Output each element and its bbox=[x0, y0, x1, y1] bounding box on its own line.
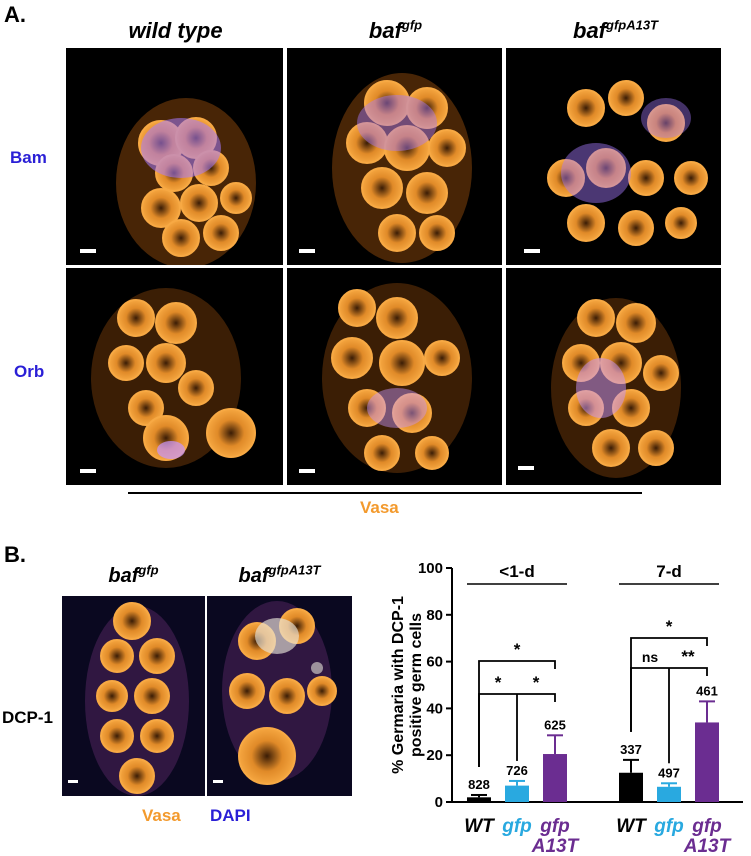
row-label-dcp1: DCP-1 bbox=[2, 708, 54, 727]
bar bbox=[695, 722, 719, 802]
bar bbox=[467, 797, 491, 802]
column-title-b-baf-gfpA13T: bafgfpA13T bbox=[238, 562, 321, 587]
micrograph-bam-wild-type bbox=[66, 48, 283, 265]
group-header-label: 7-d bbox=[656, 562, 682, 581]
y-tick-label: 20 bbox=[426, 747, 443, 764]
significance-label-outer: * bbox=[514, 640, 521, 659]
significance-label-left: * bbox=[495, 673, 502, 692]
x-tick-label: gfp bbox=[691, 816, 722, 837]
column-title-baf-gfpA13T: bafgfpA13T bbox=[573, 17, 658, 43]
x-tick-label: gfp bbox=[653, 816, 684, 837]
bar bbox=[505, 785, 529, 802]
x-tick-label: WT bbox=[616, 816, 647, 837]
bar-n-label: 337 bbox=[620, 742, 642, 757]
micrograph-bam-baf-gfp bbox=[287, 48, 502, 265]
row-label-bam: Bam bbox=[10, 148, 47, 167]
row-label-orb: Orb bbox=[14, 362, 45, 381]
micrograph-dcp1-baf-gfpA13T bbox=[207, 596, 352, 796]
micrograph-image bbox=[213, 601, 337, 785]
panel-a-letter: A. bbox=[4, 2, 26, 27]
y-tick-label: 100 bbox=[418, 560, 443, 577]
y-tick-label: 40 bbox=[426, 700, 443, 717]
y-axis-label-line1: % Germaria with DCP-1 bbox=[390, 596, 407, 774]
micrograph-dcp1-baf-gfp bbox=[62, 596, 205, 796]
y-axis-label-line2: positive germ cells bbox=[408, 613, 425, 757]
micrograph-image bbox=[518, 298, 681, 478]
y-tick-label: 0 bbox=[435, 794, 443, 811]
x-tick-label: WT bbox=[464, 816, 495, 837]
micrograph-image bbox=[299, 283, 472, 473]
column-title-b-baf-gfp: bafgfp bbox=[108, 562, 159, 587]
micrograph-image bbox=[80, 288, 256, 473]
significance-label-outer: * bbox=[666, 617, 673, 636]
significance-label-right: ** bbox=[681, 647, 695, 666]
micrograph-orb-baf-gfpA13T bbox=[506, 268, 721, 485]
bar-n-label: 625 bbox=[544, 717, 566, 732]
micrograph-orb-baf-gfp bbox=[287, 268, 502, 485]
micrograph-orb-wild-type bbox=[66, 268, 283, 485]
micrograph-image bbox=[524, 80, 708, 253]
column-title-wild-type: wild type bbox=[128, 18, 223, 43]
bar-n-label: 461 bbox=[696, 683, 718, 698]
vasa-span-line bbox=[128, 492, 642, 494]
legend-dapi: DAPI bbox=[210, 806, 251, 825]
bar-n-label: 828 bbox=[468, 777, 490, 792]
x-tick-label-line2: A13T bbox=[683, 836, 732, 852]
legend-vasa: Vasa bbox=[142, 806, 181, 825]
bar bbox=[543, 754, 567, 802]
x-tick-label-line2: A13T bbox=[531, 836, 580, 852]
significance-label-right: * bbox=[533, 673, 540, 692]
significance-label-left: ns bbox=[642, 649, 659, 665]
vasa-channel-label: Vasa bbox=[360, 498, 399, 517]
micrograph-bam-baf-gfpA13T bbox=[506, 48, 721, 265]
bar-n-label: 497 bbox=[658, 765, 680, 780]
y-tick-label: 80 bbox=[426, 607, 443, 624]
micrograph-image bbox=[68, 602, 189, 796]
bar-n-label: 726 bbox=[506, 763, 528, 778]
panel-b-letter: B. bbox=[4, 542, 26, 567]
x-tick-label: gfp bbox=[501, 816, 532, 837]
bar bbox=[657, 786, 681, 802]
micrograph-image bbox=[80, 98, 256, 265]
x-tick-label: gfp bbox=[539, 816, 570, 837]
y-tick-label: 60 bbox=[426, 654, 443, 671]
column-title-baf-gfp: bafgfp bbox=[368, 17, 423, 43]
dcp1-bar-chart: 0 20 40 60 80 100 % Germaria with DCP-1 positiv… bbox=[390, 560, 743, 852]
micrograph-image bbox=[299, 73, 472, 263]
group-header-label: <1-d bbox=[499, 562, 534, 581]
bar bbox=[619, 772, 643, 802]
